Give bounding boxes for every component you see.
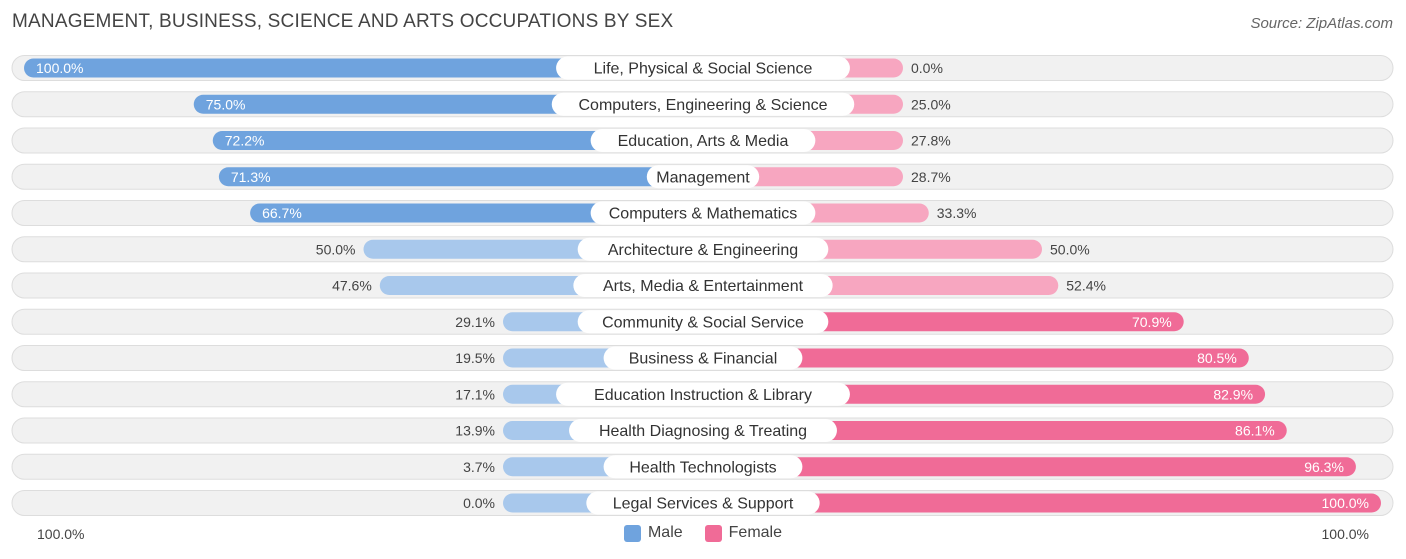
category-label: Health Technologists bbox=[629, 459, 776, 476]
category-label: Computers, Engineering & Science bbox=[578, 97, 827, 114]
category-label-background bbox=[569, 419, 837, 442]
legend-label-female: Female bbox=[728, 524, 783, 541]
bar-male bbox=[212, 131, 703, 150]
value-label-female: 80.5% bbox=[1197, 350, 1237, 366]
legend-label-male: Male bbox=[647, 524, 683, 541]
bar-female bbox=[703, 493, 1381, 513]
value-label-male: 3.7% bbox=[463, 459, 495, 475]
value-label-male: 75.0% bbox=[206, 96, 246, 112]
category-label-background bbox=[590, 129, 816, 152]
value-label-female: 82.9% bbox=[1213, 386, 1253, 402]
category-label: Legal Services & Support bbox=[613, 496, 794, 513]
value-label-male: 100.0% bbox=[36, 60, 83, 76]
value-label-male: 19.5% bbox=[455, 350, 495, 366]
value-label-male: 71.3% bbox=[231, 169, 271, 185]
category-label-background bbox=[646, 165, 760, 189]
value-label-female: 28.7% bbox=[911, 169, 951, 185]
value-label-female: 86.1% bbox=[1235, 423, 1275, 439]
bar-female bbox=[703, 457, 1356, 477]
value-label-male: 47.6% bbox=[332, 278, 372, 294]
category-label: Life, Physical & Social Science bbox=[594, 61, 813, 78]
source-credit: Source: ZipAtlas.com bbox=[1250, 15, 1393, 32]
diverging-bar-chart: Life, Physical & Social Science 100.0% 0.0… bbox=[11, 55, 1394, 516]
value-label-male: 0.0% bbox=[463, 495, 495, 511]
legend-item-male: Male bbox=[623, 524, 683, 542]
legend-swatch-female bbox=[704, 524, 722, 542]
value-label-female: 33.3% bbox=[937, 205, 977, 221]
value-label-male: 72.2% bbox=[225, 133, 265, 149]
category-label-background bbox=[603, 346, 803, 370]
value-label-male: 29.1% bbox=[455, 314, 495, 330]
category-label-background bbox=[556, 56, 850, 80]
category-label-background bbox=[577, 310, 829, 334]
bar-male bbox=[218, 167, 704, 187]
value-label-female: 0.0% bbox=[911, 60, 943, 76]
category-label: Education, Arts & Media bbox=[618, 133, 789, 150]
value-label-female: 52.4% bbox=[1066, 278, 1106, 294]
value-label-female: 70.9% bbox=[1132, 314, 1172, 330]
value-label-male: 17.1% bbox=[455, 386, 495, 402]
value-label-male: 13.9% bbox=[455, 423, 495, 439]
category-label-background bbox=[586, 491, 820, 515]
category-label-background bbox=[590, 201, 816, 225]
category-label: Education Instruction & Library bbox=[594, 387, 812, 404]
category-label: Arts, Media & Entertainment bbox=[603, 278, 804, 295]
category-label-background bbox=[603, 455, 803, 479]
value-label-male: 66.7% bbox=[262, 205, 302, 221]
category-label-background bbox=[556, 382, 850, 406]
category-label: Architecture & Engineering bbox=[608, 242, 798, 259]
category-label-background bbox=[551, 92, 855, 116]
legend-swatch-male bbox=[623, 524, 641, 542]
category-label: Business & Financial bbox=[629, 351, 778, 368]
value-label-female: 25.0% bbox=[911, 96, 951, 112]
bar-male bbox=[250, 203, 703, 223]
legend-item-female: Female bbox=[704, 524, 783, 542]
legend: Male Female bbox=[0, 524, 1406, 542]
axis-left-label: 100.0% bbox=[37, 526, 85, 542]
bar-female bbox=[703, 421, 1287, 440]
category-label-background bbox=[577, 237, 829, 261]
value-label-female: 27.8% bbox=[911, 133, 951, 149]
value-label-female: 100.0% bbox=[1322, 495, 1369, 511]
value-label-female: 96.3% bbox=[1304, 459, 1344, 475]
bar-male bbox=[24, 58, 703, 78]
category-label-background bbox=[573, 274, 833, 297]
chart-title: MANAGEMENT, BUSINESS, SCIENCE AND ARTS O… bbox=[12, 11, 674, 32]
category-label: Management bbox=[656, 169, 750, 186]
value-label-male: 50.0% bbox=[316, 241, 356, 257]
category-label: Computers & Mathematics bbox=[609, 206, 798, 223]
bar-female bbox=[703, 348, 1249, 368]
category-label: Health Diagnosing & Treating bbox=[599, 423, 807, 440]
category-label: Community & Social Service bbox=[602, 314, 804, 331]
value-label-female: 50.0% bbox=[1050, 241, 1090, 257]
axis-right-label: 100.0% bbox=[1321, 526, 1369, 542]
